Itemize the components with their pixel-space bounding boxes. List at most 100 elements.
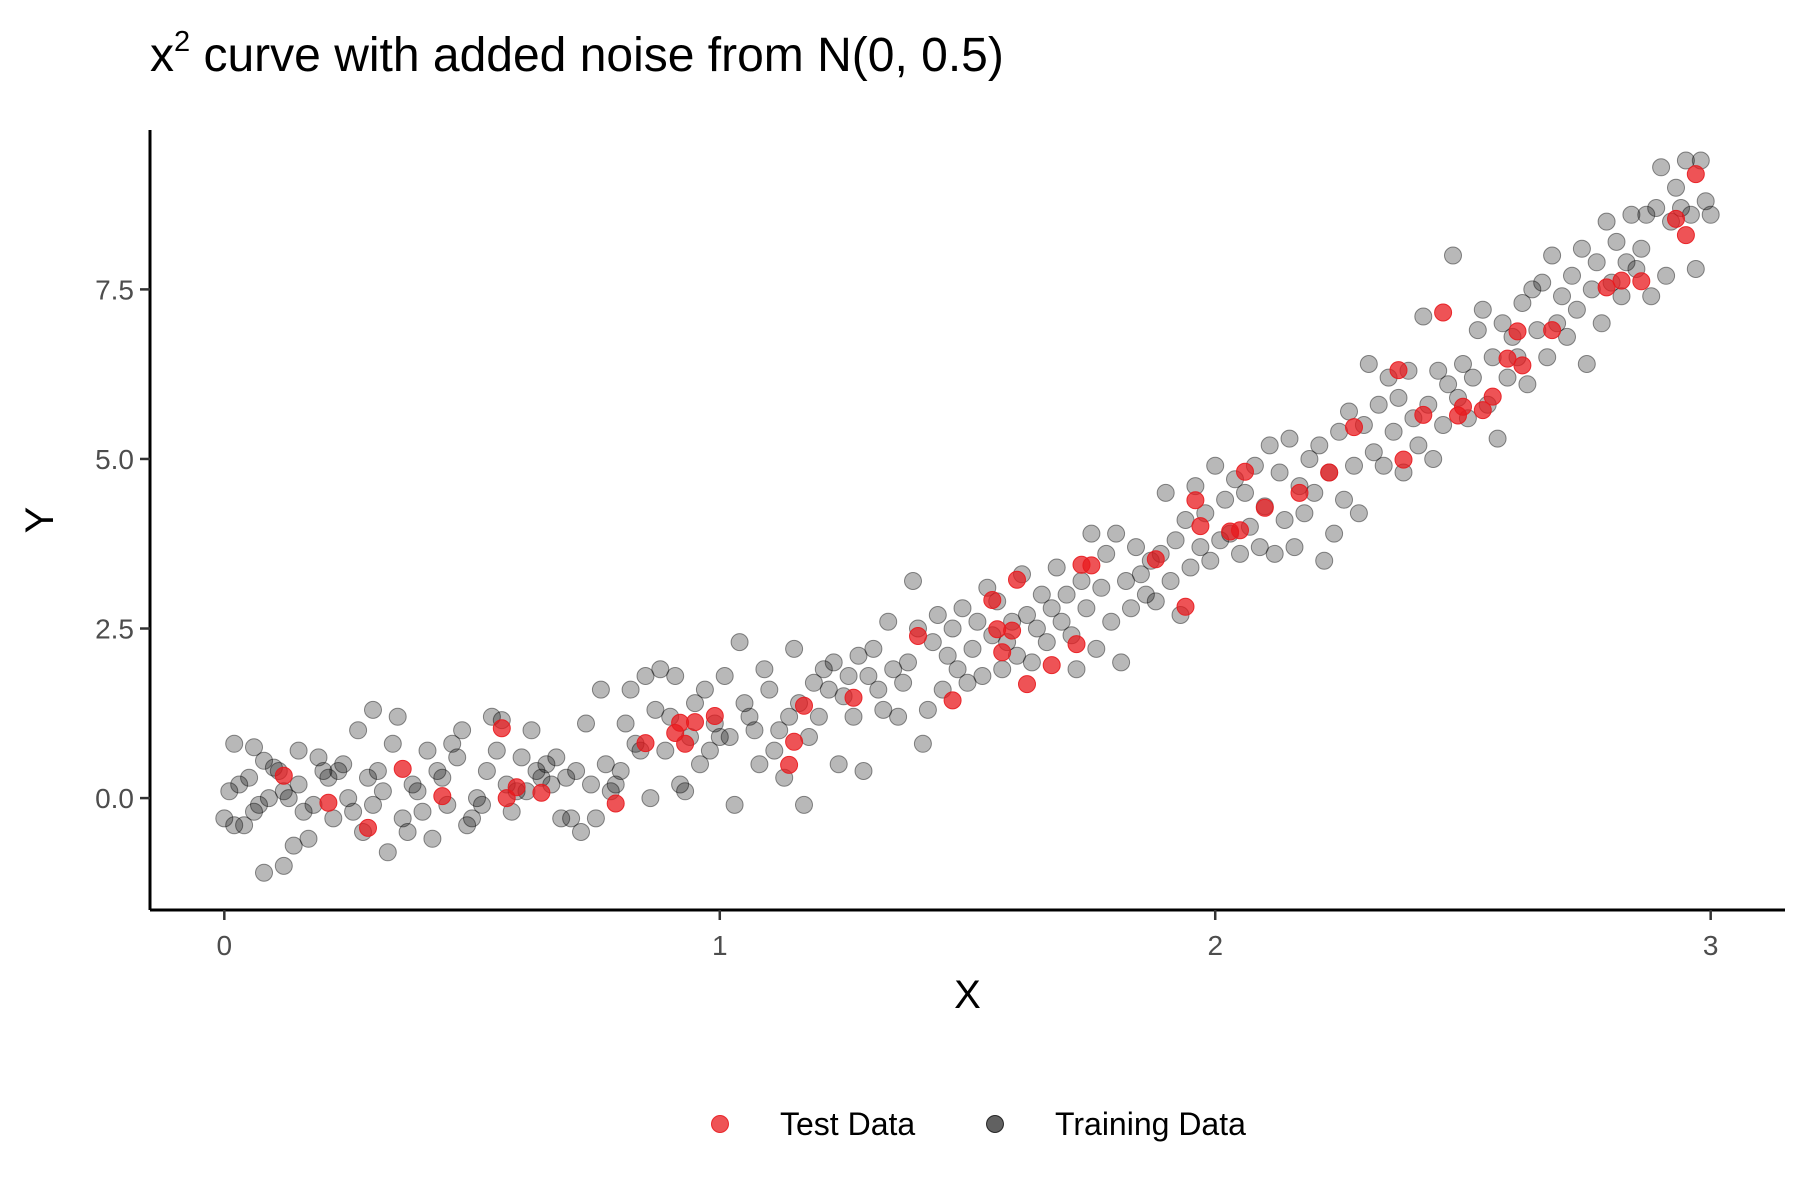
- training-data-point: [299, 829, 318, 848]
- test-data-point: [1543, 321, 1562, 340]
- training-data-point: [255, 751, 273, 770]
- training-data-point: [894, 673, 913, 692]
- training-data-point: [1632, 239, 1651, 258]
- training-data-point: [1340, 402, 1358, 421]
- training-data-point: [854, 762, 873, 780]
- training-data-point: [795, 795, 813, 814]
- training-data-point: [1295, 504, 1314, 523]
- training-data-point: [1315, 551, 1334, 570]
- training-data-point: [899, 653, 917, 672]
- training-data-point: [1270, 463, 1289, 482]
- training-data-point: [1181, 558, 1200, 577]
- training-data-point: [928, 606, 947, 624]
- training-data-point: [968, 612, 987, 631]
- training-data-point: [1236, 483, 1254, 502]
- test-data-point: [1473, 401, 1492, 420]
- test-data-point: [1186, 491, 1205, 510]
- training-data-point: [527, 762, 546, 780]
- training-data-point: [1667, 178, 1685, 197]
- training-data-point: [1513, 294, 1532, 312]
- test-data-point: [1018, 675, 1036, 694]
- training-data-point: [547, 748, 566, 767]
- test-data-point: [1345, 418, 1363, 437]
- training-data-point: [1057, 585, 1076, 604]
- legend: Test Data Training Data: [711, 1106, 1246, 1142]
- training-data-point: [636, 667, 655, 685]
- legend-label-training-data: Training Data: [1055, 1106, 1246, 1142]
- training-data-point: [770, 721, 789, 740]
- test-data-point: [433, 787, 452, 806]
- training-data-point: [725, 795, 744, 814]
- legend-key-training-data: [986, 1115, 1004, 1133]
- training-data-point: [809, 707, 828, 726]
- training-data-point: [700, 741, 719, 760]
- test-data-point: [1513, 356, 1532, 375]
- training-data-point: [1082, 524, 1101, 543]
- training-data-point: [874, 700, 893, 719]
- training-data-point: [1102, 612, 1121, 631]
- training-data-point: [537, 755, 556, 774]
- training-data-point: [1156, 483, 1175, 502]
- training-data-point: [1543, 246, 1562, 265]
- training-data-point: [1072, 572, 1091, 590]
- training-data-point: [849, 646, 868, 665]
- training-data-point: [572, 823, 590, 841]
- training-data-point: [1117, 572, 1135, 590]
- training-data-point: [373, 782, 392, 801]
- training-data-point: [1434, 416, 1453, 434]
- training-data-point: [418, 741, 437, 760]
- training-data-point: [225, 816, 244, 835]
- test-data-point: [1082, 556, 1101, 575]
- training-data-point: [1454, 355, 1472, 373]
- training-data-point: [1538, 348, 1557, 367]
- legend-label-test-data: Test Data: [780, 1106, 915, 1142]
- training-data-point: [715, 667, 734, 685]
- training-data-point: [1592, 314, 1611, 333]
- test-data-point: [1597, 278, 1616, 297]
- training-data-point: [225, 734, 244, 753]
- training-data-point: [1280, 429, 1299, 448]
- training-data-point: [1191, 538, 1210, 557]
- training-data-point: [1652, 158, 1671, 177]
- training-data-point: [814, 660, 833, 679]
- training-data-point: [1577, 355, 1596, 373]
- training-data-point: [1424, 450, 1443, 468]
- test-data-point: [393, 759, 412, 778]
- y-tick-label: 5.0: [95, 444, 134, 475]
- test-data-point: [636, 734, 655, 753]
- training-data-point: [230, 775, 249, 794]
- training-data-point: [884, 660, 903, 679]
- x-tick-label: 1: [712, 930, 728, 961]
- training-data-point: [1597, 212, 1616, 231]
- training-data-point: [284, 836, 303, 855]
- training-data-point: [1285, 538, 1304, 557]
- test-data-point: [705, 707, 724, 725]
- test-data-point: [844, 688, 863, 707]
- training-data-point: [1686, 260, 1705, 278]
- training-data-point: [235, 816, 254, 835]
- training-data-point: [443, 734, 462, 753]
- training-data-point: [691, 755, 709, 774]
- training-data-point: [1488, 429, 1507, 448]
- training-data-point: [423, 829, 442, 848]
- training-data-point: [948, 660, 967, 679]
- training-data-point: [889, 707, 908, 726]
- training-data-point: [364, 795, 382, 814]
- training-data-point: [651, 660, 670, 679]
- training-data-point: [487, 741, 506, 760]
- test-data-point: [1176, 597, 1195, 616]
- training-data-point: [1533, 273, 1552, 292]
- training-data-point: [1122, 599, 1140, 618]
- title-superscript: 2: [174, 26, 191, 58]
- training-data-point: [1087, 639, 1106, 658]
- test-data-point: [1290, 483, 1309, 502]
- training-data-point: [433, 768, 452, 787]
- test-data-point: [795, 696, 813, 715]
- training-data-point: [279, 789, 298, 808]
- title-base: x: [150, 29, 174, 82]
- training-data-point: [1131, 565, 1150, 584]
- training-data-point: [879, 612, 898, 631]
- test-data-point: [988, 620, 1007, 639]
- test-data-point: [785, 732, 804, 751]
- training-data-point: [1558, 327, 1576, 346]
